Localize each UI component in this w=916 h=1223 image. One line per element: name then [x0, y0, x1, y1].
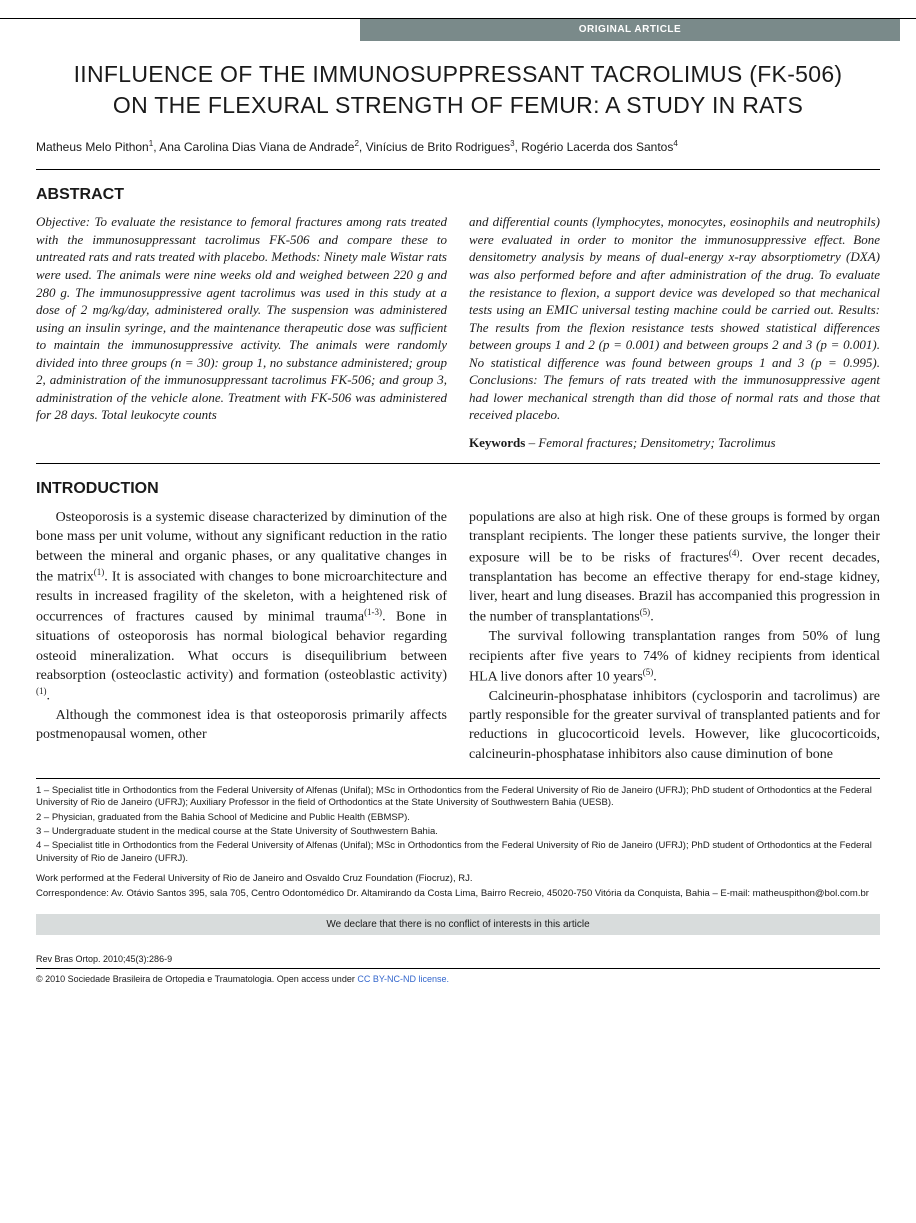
- intro-para-5: Calcineurin-phosphatase inhibitors (cycl…: [469, 687, 880, 764]
- affiliation-4: 4 – Specialist title in Orthodontics fro…: [36, 840, 880, 865]
- abstract-heading: ABSTRACT: [36, 170, 447, 214]
- title-line-2: ON THE FLEXURAL STRENGTH OF FEMUR: A STU…: [113, 92, 803, 118]
- intro-right-col: . populations are also at high risk. One…: [469, 464, 880, 764]
- correspondence: Correspondence: Av. Otávio Santos 395, s…: [36, 888, 880, 900]
- work-performed: Work performed at the Federal University…: [36, 873, 880, 885]
- keywords-line: Keywords – Femoral fractures; Densitomet…: [469, 424, 880, 452]
- abstract-block: ABSTRACT Objective: To evaluate the resi…: [0, 170, 916, 452]
- keywords-label: Keywords: [469, 435, 525, 450]
- affiliation-1: 1 – Specialist title in Orthodontics fro…: [36, 785, 880, 810]
- author: Ana Carolina Dias Viana de Andrade2: [159, 140, 359, 154]
- affiliation-3: 3 – Undergraduate student in the medical…: [36, 826, 880, 838]
- keywords-values: Femoral fractures; Densitometry; Tacroli…: [538, 435, 775, 450]
- affiliations-block: 1 – Specialist title in Orthodontics fro…: [0, 779, 916, 908]
- intro-para-4: The survival following transplantation r…: [469, 627, 880, 687]
- footer-block: Rev Bras Ortop. 2010;45(3):286-9 © 2010 …: [0, 935, 916, 990]
- intro-left-col: INTRODUCTION Osteoporosis is a systemic …: [36, 464, 447, 764]
- title-block: IINFLUENCE OF THE IMMUNOSUPPRESSANT TACR…: [0, 41, 916, 131]
- category-bar: ORIGINAL ARTICLE: [360, 19, 900, 41]
- intro-para-1: Osteoporosis is a systemic disease chara…: [36, 508, 447, 706]
- copyright-text: © 2010 Sociedade Brasileira de Ortopedia…: [36, 974, 357, 984]
- author: Rogério Lacerda dos Santos4: [521, 140, 678, 154]
- author: Vinícius de Brito Rodrigues3: [366, 140, 515, 154]
- article-title: IINFLUENCE OF THE IMMUNOSUPPRESSANT TACR…: [36, 59, 880, 121]
- intro-para-2: Although the commonest idea is that oste…: [36, 706, 447, 745]
- intro-para-3: populations are also at high risk. One o…: [469, 508, 880, 627]
- introduction-block: INTRODUCTION Osteoporosis is a systemic …: [0, 464, 916, 764]
- abstract-text-right: and differential counts (lymphocytes, mo…: [469, 213, 880, 424]
- author-line: Matheus Melo Pithon1, Ana Carolina Dias …: [0, 131, 916, 169]
- introduction-heading: INTRODUCTION: [36, 464, 447, 508]
- affiliation-2: 2 – Physician, graduated from the Bahia …: [36, 812, 880, 824]
- conflict-bar: We declare that there is no conflict of …: [36, 914, 880, 936]
- title-line-1: IINFLUENCE OF THE IMMUNOSUPPRESSANT TACR…: [74, 61, 843, 87]
- citation: Rev Bras Ortop. 2010;45(3):286-9: [36, 953, 880, 968]
- abstract-left-col: ABSTRACT Objective: To evaluate the resi…: [36, 170, 447, 452]
- copyright-line: © 2010 Sociedade Brasileira de Ortopedia…: [36, 973, 880, 985]
- abstract-right-col: . and differential counts (lymphocytes, …: [469, 170, 880, 452]
- author: Matheus Melo Pithon1: [36, 140, 153, 154]
- license-link[interactable]: CC BY-NC-ND license.: [357, 974, 449, 984]
- abstract-text-left: Objective: To evaluate the resistance to…: [36, 213, 447, 424]
